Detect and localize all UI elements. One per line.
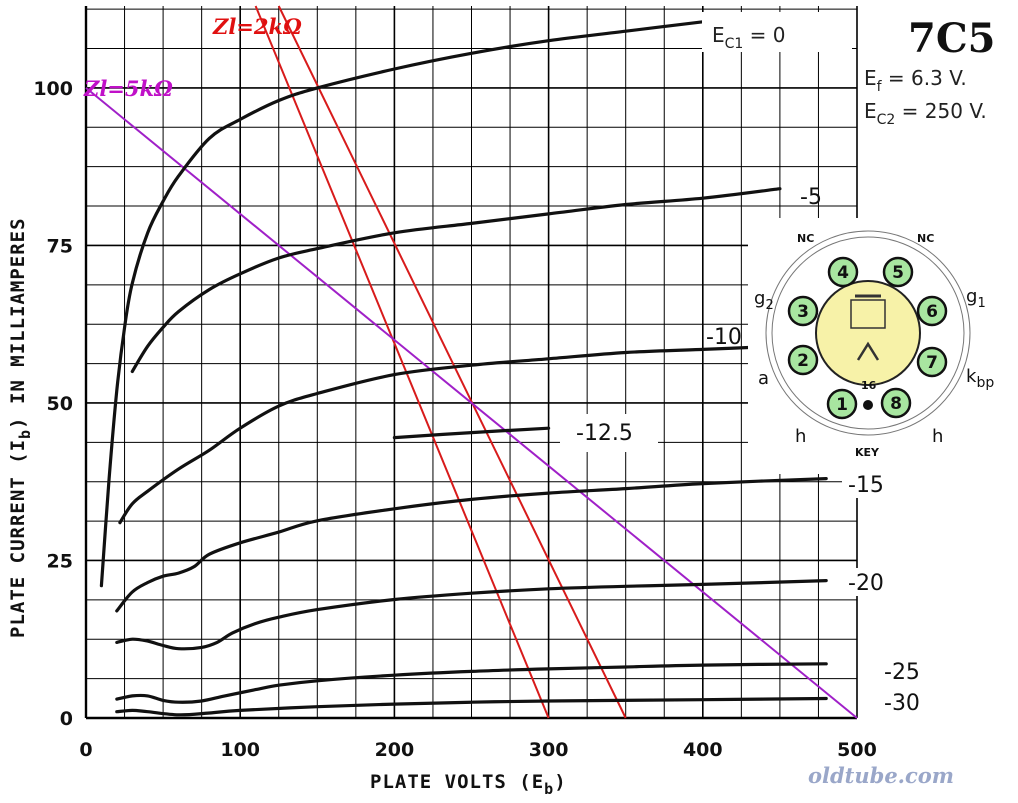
- plate-curve: [118, 344, 782, 525]
- curve-label-box: [560, 414, 658, 452]
- base-inner-ring: [771, 236, 965, 430]
- tube-base-diagram: 16 1 2 3 4 5 6 7 8 NC NC g2 g1 a kbp h h KEY: [748, 218, 1010, 474]
- base-pin: [787, 344, 819, 376]
- curve-label-box: [842, 470, 908, 498]
- base-pin-number: 7: [926, 353, 938, 373]
- ec2-label: EC2 = 250 V.: [864, 99, 987, 128]
- grid: [84, 6, 858, 720]
- ef-label: Ef = 6.3 V.: [864, 66, 967, 95]
- base-pin: [880, 387, 912, 419]
- curve-label: -5: [800, 185, 822, 210]
- base-pin: [827, 256, 859, 288]
- y-tick-label: 25: [47, 550, 73, 572]
- pin-label-g2: g2: [754, 288, 774, 313]
- curve-label-box: [842, 568, 908, 596]
- base-pin: [787, 295, 819, 327]
- conditions-box: [858, 8, 1012, 132]
- load-lines: [85, 5, 858, 719]
- x-tick-label: 500: [837, 739, 877, 761]
- base-pins: 1 2 3 4 5 6 7 8: [787, 256, 948, 420]
- x-tick-label: 200: [375, 739, 415, 761]
- load-line-label-5k: Zl=5kΩ: [83, 76, 173, 101]
- heater-symbol: [856, 341, 880, 361]
- plate-curve: [99, 20, 705, 588]
- load-line: [85, 87, 858, 719]
- curve-label: -10: [706, 325, 742, 350]
- pin-label-h-left: h: [795, 426, 806, 447]
- curve-labels: -5 -10 -12.5 -15 -20 -25 -30: [560, 185, 944, 716]
- plate-curve: [115, 579, 828, 651]
- electrode-symbol: [850, 299, 886, 329]
- pin-label-k: kbp: [966, 366, 994, 391]
- curve-label-box: [878, 657, 944, 685]
- pin-label-nc-left: NC: [797, 232, 814, 245]
- pin-label-nc-right: NC: [917, 232, 934, 245]
- key-notch: [863, 400, 873, 410]
- base-pin-number: 2: [797, 351, 809, 371]
- load-line: [277, 5, 627, 719]
- y-tick-labels: 0 25 50 75 100: [33, 78, 73, 730]
- y-tick-label: 75: [47, 235, 73, 257]
- base-pin-number: 3: [797, 302, 809, 322]
- base-center-label: 16: [861, 379, 877, 392]
- load-line-label-2k: Zl=2kΩ: [212, 14, 302, 39]
- base-outer-ring: [765, 230, 971, 436]
- x-tick-label: 100: [220, 739, 260, 761]
- plate-curve: [115, 696, 828, 717]
- x-tick-labels: 0 100 200 300 400 500: [79, 739, 876, 761]
- x-axis-title: PLATE VOLTS (Eb): [370, 771, 567, 798]
- base-pin: [916, 346, 948, 378]
- x-tick-label: 300: [529, 739, 569, 761]
- plate-curves: [99, 20, 828, 717]
- y-tick-label: 100: [33, 78, 73, 100]
- load-line: [254, 5, 550, 719]
- curve-label: -30: [884, 691, 920, 716]
- base-pin-number: 5: [892, 263, 904, 283]
- base-pin-number: 4: [837, 263, 849, 283]
- base-pin-number: 8: [890, 394, 902, 414]
- pin-label-g1: g1: [966, 286, 986, 311]
- y-axis-title: PLATE CURRENT (Ib) IN MILLIAMPERES: [7, 217, 34, 638]
- base-pin-number: 6: [926, 302, 938, 322]
- base-pin: [882, 256, 914, 288]
- plate-curve: [392, 426, 551, 440]
- base-pin: [916, 295, 948, 327]
- curve-label: -20: [848, 571, 884, 596]
- watermark: oldtube.com: [808, 763, 954, 788]
- y-tick-label: 50: [47, 393, 73, 415]
- y-tick-label: 0: [60, 708, 73, 730]
- x-tick-label: 0: [79, 739, 92, 761]
- ec1-label-box: [702, 12, 852, 52]
- plate-curve: [115, 662, 828, 704]
- curve-label-box: [878, 688, 944, 716]
- curve-label: -15: [848, 473, 884, 498]
- base-pin-number: 1: [836, 395, 848, 415]
- ec1-zero-label: EC1 = 0: [712, 23, 786, 52]
- x-tick-label: 400: [683, 739, 723, 761]
- plate-curve: [115, 477, 828, 613]
- curve-label: -25: [884, 660, 920, 685]
- key-label: KEY: [855, 446, 880, 459]
- curve-label: -12.5: [576, 421, 633, 446]
- base-body: [815, 280, 921, 386]
- base-pin: [826, 388, 858, 420]
- tube-title: 7C5: [908, 15, 996, 62]
- pin-label-h-right: h: [932, 426, 943, 447]
- plate-curve: [130, 187, 782, 374]
- pin-label-a: a: [758, 368, 769, 389]
